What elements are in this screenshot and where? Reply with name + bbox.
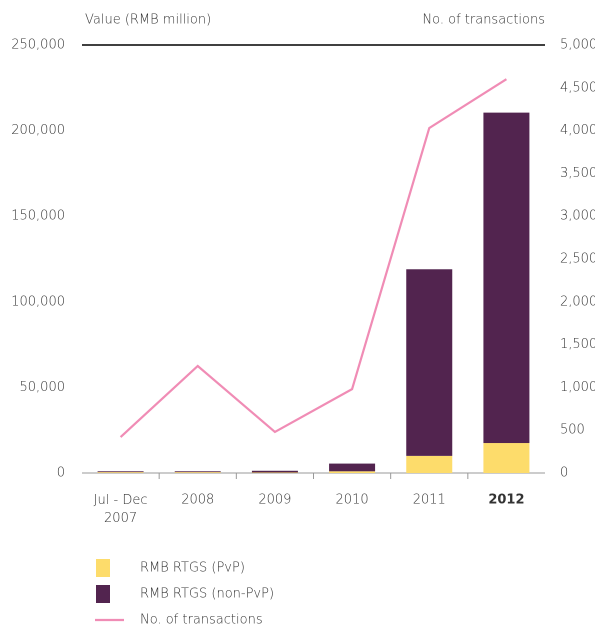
bar [483,443,530,473]
bar [329,463,376,472]
y2-tick-label: 4,000 [560,123,595,138]
legend-label: RMB RTGS (non-PvP) [140,587,274,602]
y2-tick-label: 2,000 [560,294,595,309]
bar [483,112,530,444]
x-tick-label: 2011 [413,493,446,508]
bar [406,455,453,473]
legend-label: RMB RTGS (PvP) [140,561,245,576]
y-tick-label: 50,000 [20,380,66,395]
x-tick-label: 2010 [336,493,369,508]
y-axis-title: Value (RMB million) [85,13,211,28]
y2-tick-label: 500 [560,423,585,438]
y2-tick-label: 5,000 [560,38,595,53]
y-tick-label: 150,000 [11,209,65,224]
bar [251,470,298,473]
bar [406,269,453,456]
x-tick-label: 2012 [488,493,524,508]
y-tick-label: 200,000 [11,123,65,138]
y2-tick-label: 1,500 [560,337,595,352]
y-tick-label: 100,000 [11,294,65,309]
y2-axis-title: No. of transactions [422,13,545,28]
y2-tick-label: 3,000 [560,209,595,224]
x-tick-label: 2009 [258,493,291,508]
y2-tick-label: 2,500 [560,252,595,267]
legend-label: No. of transactions [140,613,263,627]
y2-tick-label: 3,500 [560,166,595,181]
y2-tick-label: 4,500 [560,80,595,95]
y-tick-label: 0 [57,466,65,481]
y2-tick-label: 0 [560,466,568,481]
y2-tick-label: 1,000 [560,380,595,395]
x-tick-label: 2008 [181,493,214,508]
line [119,78,508,438]
legend-swatch [96,585,110,603]
bar [174,472,221,473]
bar [97,472,144,473]
bar [97,471,144,473]
bar [329,471,376,473]
bar [251,472,298,473]
bar [174,471,221,473]
legend-swatch [96,559,110,577]
x-tick-label: Jul - Dec 2007 [94,493,148,526]
y-tick-label: 250,000 [11,38,65,53]
